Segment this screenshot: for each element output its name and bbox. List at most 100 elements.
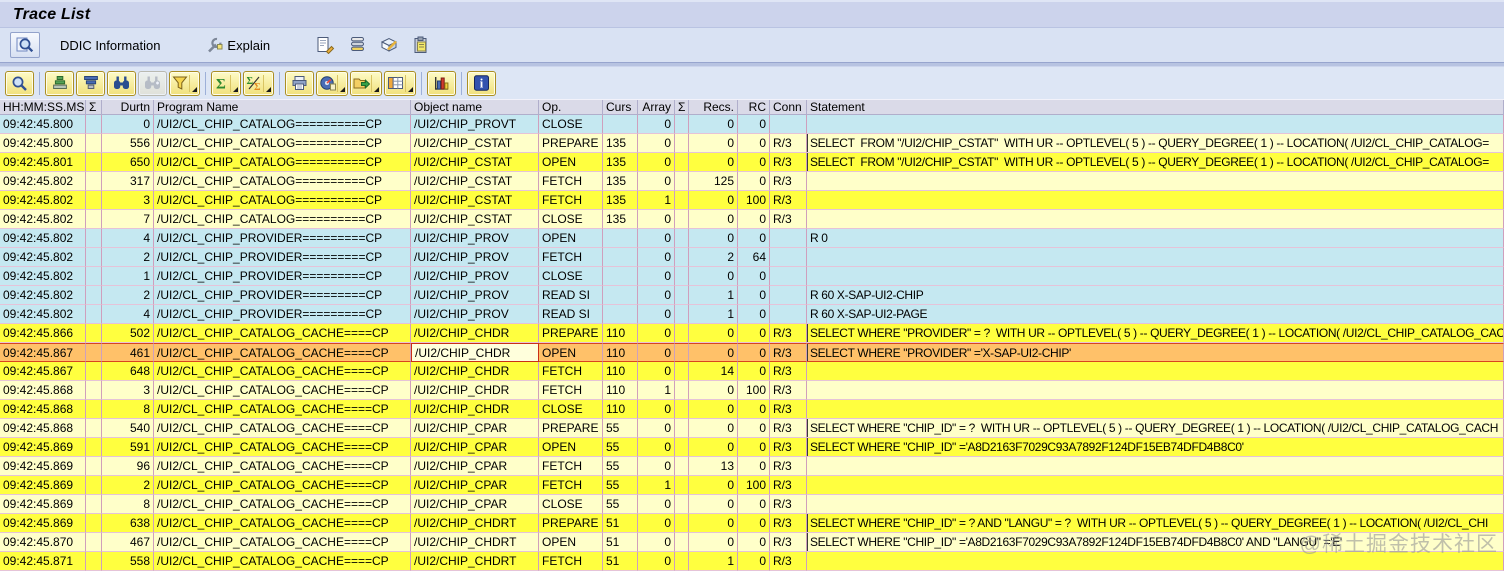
column-header-p[interactable]: Program Name: [154, 100, 411, 115]
cell-s2[interactable]: [675, 552, 689, 571]
cell-op[interactable]: FETCH: [539, 191, 603, 210]
cell-op[interactable]: PREPARE: [539, 134, 603, 153]
cell-co[interactable]: R/3: [770, 172, 807, 191]
cell-st[interactable]: [807, 362, 1504, 381]
cell-s2[interactable]: [675, 438, 689, 457]
cell-o[interactable]: /UI2/CHIP_CHDR: [411, 400, 539, 419]
cell-co[interactable]: R/3: [770, 134, 807, 153]
cell-st[interactable]: SELECT FROM "/UI2/CHIP_CSTAT" WITH UR --…: [807, 134, 1504, 153]
column-header-co[interactable]: Conn: [770, 100, 807, 115]
cell-cu[interactable]: 110: [603, 381, 638, 400]
cell-co[interactable]: R/3: [770, 476, 807, 495]
cell-s1[interactable]: [86, 495, 102, 514]
cell-op[interactable]: CLOSE: [539, 400, 603, 419]
cell-st[interactable]: [807, 267, 1504, 286]
cell-cu[interactable]: [603, 286, 638, 305]
cell-t[interactable]: 09:42:45.800: [0, 134, 86, 153]
print-button[interactable]: [285, 70, 314, 96]
cell-p[interactable]: /UI2/CL_CHIP_CATALOG==========CP: [154, 115, 411, 134]
cell-st[interactable]: SELECT FROM "/UI2/CHIP_CSTAT" WITH UR --…: [807, 153, 1504, 172]
cell-d[interactable]: 8: [102, 495, 154, 514]
cell-re[interactable]: 0: [689, 438, 738, 457]
cell-st[interactable]: R 0: [807, 229, 1504, 248]
cell-d[interactable]: 0: [102, 115, 154, 134]
cell-ar[interactable]: 0: [638, 457, 675, 476]
cell-p[interactable]: /UI2/CL_CHIP_CATALOG==========CP: [154, 134, 411, 153]
column-header-re[interactable]: Recs.: [689, 100, 738, 115]
cell-re[interactable]: 0: [689, 495, 738, 514]
cell-d[interactable]: 558: [102, 552, 154, 571]
cell-p[interactable]: /UI2/CL_CHIP_CATALOG_CACHE====CP: [154, 419, 411, 438]
cell-ar[interactable]: 0: [638, 229, 675, 248]
cell-p[interactable]: /UI2/CL_CHIP_CATALOG_CACHE====CP: [154, 457, 411, 476]
cell-s2[interactable]: [675, 267, 689, 286]
cell-re[interactable]: 0: [689, 191, 738, 210]
cell-co[interactable]: R/3: [770, 514, 807, 533]
cell-d[interactable]: 2: [102, 248, 154, 267]
cell-co[interactable]: R/3: [770, 191, 807, 210]
cell-ar[interactable]: 0: [638, 305, 675, 324]
cell-cu[interactable]: [603, 248, 638, 267]
cell-re[interactable]: 125: [689, 172, 738, 191]
cell-p[interactable]: /UI2/CL_CHIP_CATALOG_CACHE====CP: [154, 495, 411, 514]
cell-d[interactable]: 591: [102, 438, 154, 457]
cell-re[interactable]: 0: [689, 533, 738, 552]
cell-s2[interactable]: [675, 305, 689, 324]
cell-op[interactable]: READ SI: [539, 286, 603, 305]
cell-re[interactable]: 1: [689, 286, 738, 305]
cell-o[interactable]: /UI2/CHIP_PROV: [411, 248, 539, 267]
column-header-op[interactable]: Op.: [539, 100, 603, 115]
cell-ar[interactable]: 0: [638, 248, 675, 267]
cell-cu[interactable]: 51: [603, 514, 638, 533]
cell-co[interactable]: R/3: [770, 495, 807, 514]
cell-cu[interactable]: 135: [603, 191, 638, 210]
cell-rc[interactable]: 0: [738, 305, 770, 324]
cell-re[interactable]: 0: [689, 153, 738, 172]
cell-re[interactable]: 13: [689, 457, 738, 476]
cell-s2[interactable]: [675, 419, 689, 438]
cell-t[interactable]: 09:42:45.802: [0, 210, 86, 229]
cell-t[interactable]: 09:42:45.868: [0, 400, 86, 419]
cell-co[interactable]: R/3: [770, 457, 807, 476]
cell-s1[interactable]: [86, 191, 102, 210]
cell-p[interactable]: /UI2/CL_CHIP_CATALOG_CACHE====CP: [154, 514, 411, 533]
export-button[interactable]: [350, 70, 382, 96]
cell-s1[interactable]: [86, 229, 102, 248]
cell-ar[interactable]: 1: [638, 476, 675, 495]
cell-co[interactable]: R/3: [770, 153, 807, 172]
cell-s1[interactable]: [86, 248, 102, 267]
cell-s1[interactable]: [86, 381, 102, 400]
cell-ar[interactable]: 0: [638, 172, 675, 191]
cell-ar[interactable]: 0: [638, 438, 675, 457]
cell-s1[interactable]: [86, 267, 102, 286]
cell-o[interactable]: /UI2/CHIP_CHDRT: [411, 552, 539, 571]
cell-s2[interactable]: [675, 191, 689, 210]
cell-cu[interactable]: 110: [603, 324, 638, 343]
cell-co[interactable]: R/3: [770, 400, 807, 419]
cell-re[interactable]: 0: [689, 343, 738, 362]
cell-re[interactable]: 0: [689, 324, 738, 343]
cell-s2[interactable]: [675, 362, 689, 381]
cell-cu[interactable]: 135: [603, 134, 638, 153]
find-next-button[interactable]: [138, 70, 167, 96]
cell-t[interactable]: 09:42:45.869: [0, 476, 86, 495]
cell-cu[interactable]: 51: [603, 533, 638, 552]
cell-rc[interactable]: 64: [738, 248, 770, 267]
cell-op[interactable]: FETCH: [539, 552, 603, 571]
cell-st[interactable]: R 60 X-SAP-UI2-PAGE: [807, 305, 1504, 324]
cell-ar[interactable]: 0: [638, 552, 675, 571]
cell-p[interactable]: /UI2/CL_CHIP_PROVIDER=========CP: [154, 305, 411, 324]
cell-op[interactable]: OPEN: [539, 229, 603, 248]
cell-s1[interactable]: [86, 476, 102, 495]
choose-detail-button[interactable]: [10, 32, 40, 58]
cell-rc[interactable]: 0: [738, 115, 770, 134]
cell-t[interactable]: 09:42:45.802: [0, 286, 86, 305]
cell-op[interactable]: OPEN: [539, 438, 603, 457]
cell-rc[interactable]: 0: [738, 267, 770, 286]
cell-st[interactable]: [807, 172, 1504, 191]
cell-s1[interactable]: [86, 305, 102, 324]
find-button[interactable]: [107, 70, 136, 96]
cell-ar[interactable]: 0: [638, 533, 675, 552]
column-header-s2[interactable]: Σ: [675, 100, 689, 115]
layout-button[interactable]: [384, 70, 416, 96]
